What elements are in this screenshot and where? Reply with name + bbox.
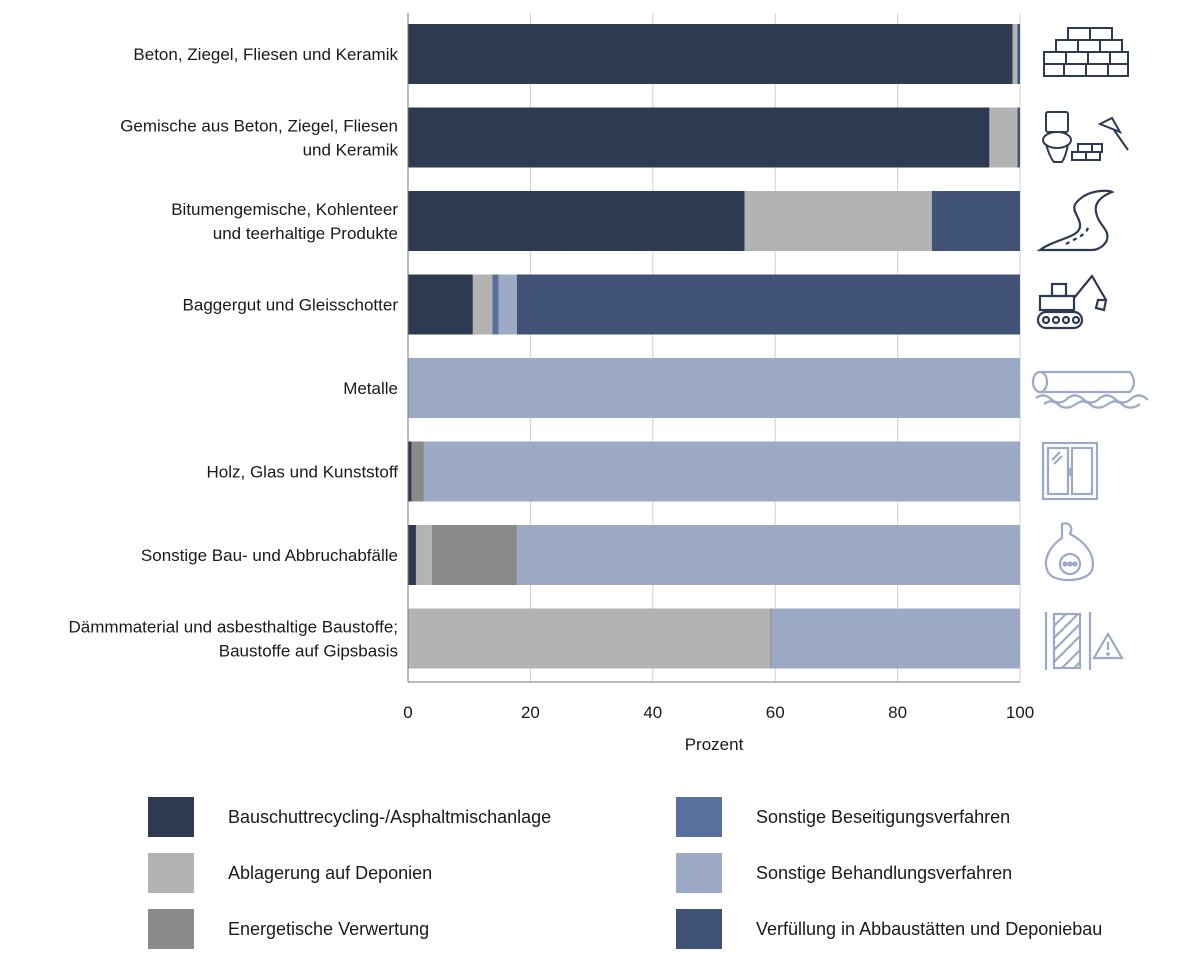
bar-segment-4-6 — [516, 274, 1020, 335]
category-label: Dämmmaterial und asbesthaltige Baustoffe… — [69, 618, 398, 637]
bar-segment-4-2 — [472, 274, 493, 335]
x-tick-label: 80 — [888, 703, 907, 722]
bar-segment-2-1 — [408, 107, 990, 168]
bar-segment-3-2 — [744, 191, 932, 251]
category-labels: Beton, Ziegel, Fliesen und Keramik Gemisc… — [69, 45, 399, 661]
bar-segment-7-2 — [415, 525, 432, 585]
x-tick-label: 100 — [1006, 703, 1034, 722]
x-tick-label: 40 — [643, 703, 662, 722]
bar-segment-6-1 — [408, 441, 412, 502]
bar-segment-2-2 — [989, 107, 1018, 168]
bar-segment-8-5 — [771, 608, 1020, 669]
bar-segment-1-6 — [1017, 24, 1020, 84]
bar-segment-7-1 — [408, 525, 416, 585]
category-label: Bitumengemische, Kohlenteer — [171, 200, 398, 219]
window-icon — [1040, 440, 1100, 502]
x-tick-label: 0 — [403, 703, 412, 722]
x-axis-title: Prozent — [685, 735, 744, 754]
metal-pipe-scrap-icon — [1030, 368, 1150, 412]
bar-segment-1-1 — [408, 24, 1013, 84]
bricks-icon — [1040, 26, 1132, 84]
bar-segment-3-6 — [931, 191, 1020, 251]
category-label: Baggergut und Gleisschotter — [183, 296, 399, 315]
bar-segment-6-5 — [423, 441, 1020, 502]
waste-bag-icon — [1040, 520, 1100, 586]
road-icon — [1036, 188, 1116, 254]
bar-segment-5-5 — [408, 358, 1020, 418]
category-label: Gemische aus Beton, Ziegel, Fliesen — [120, 117, 398, 136]
category-label: Holz, Glas und Kunststoff — [206, 463, 398, 482]
x-tick-label: 60 — [766, 703, 785, 722]
insulation-warning-icon — [1040, 608, 1126, 674]
bar-segment-7-5 — [516, 525, 1020, 585]
toilet-trowel-bricks-icon — [1040, 110, 1132, 166]
bar-segment-1-2 — [1012, 24, 1018, 84]
category-label: Baustoffe auf Gipsbasis — [219, 642, 398, 661]
x-tick-label: 20 — [521, 703, 540, 722]
bar-segment-7-3 — [431, 525, 517, 585]
category-label: und Keramik — [303, 141, 399, 160]
bar-segment-4-1 — [408, 274, 473, 335]
category-label: und teerhaltige Produkte — [213, 224, 398, 243]
bar-segment-4-4 — [492, 274, 499, 335]
bar-segment-8-3 — [770, 608, 772, 669]
category-label: Beton, Ziegel, Fliesen und Keramik — [133, 45, 398, 64]
category-label: Sonstige Bau- und Abbruchabfälle — [141, 546, 398, 565]
bar-segment-8-2 — [408, 608, 771, 669]
excavator-icon — [1034, 272, 1110, 332]
bar-segment-4-5 — [498, 274, 517, 335]
bar-segment-3-1 — [408, 191, 745, 251]
chart-bars — [408, 24, 1020, 669]
bar-segment-6-3 — [411, 441, 424, 502]
bar-segment-2-6 — [1017, 107, 1020, 168]
category-label: Metalle — [343, 379, 398, 398]
x-axis: 0 20 40 60 80 100 — [403, 13, 1034, 722]
